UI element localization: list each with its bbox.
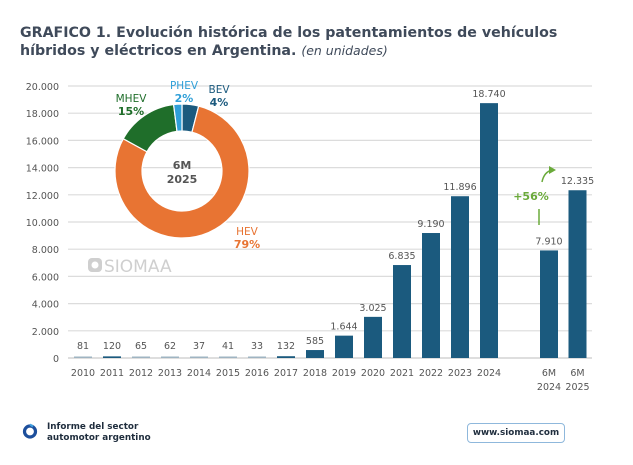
x-tick-label: 2021	[390, 368, 414, 379]
bar-value-label: 62	[164, 341, 176, 352]
bar-2020	[364, 316, 382, 358]
bar-chart: 0 2.000 4.000 6.000 8.000 10.000 12.000 14.000 1…	[26, 80, 594, 393]
siomaa-logo-icon	[22, 423, 38, 439]
x-tick-label: 2020	[361, 368, 385, 379]
bar-value-label: 37	[193, 341, 205, 352]
x-axis: 2010 2011 2012 2013 2014 2015 2016 2017 2018 2019…	[71, 368, 590, 393]
x-tick-label: 2024	[477, 368, 501, 379]
y-tick-label: 16.000	[26, 136, 59, 147]
bar-value-label: 120	[103, 341, 121, 352]
x-tick-label: 2012	[129, 368, 153, 379]
bar-2010	[74, 356, 92, 358]
donut-legend-phev: PHEV	[170, 80, 199, 92]
bar-2012	[132, 356, 150, 358]
donut-value-phev: 2%	[175, 92, 194, 105]
donut-legend-hev: HEV	[236, 226, 259, 238]
x-tick-label: 2011	[100, 368, 124, 379]
bar-2018	[306, 350, 324, 358]
bar-2017	[277, 356, 295, 358]
bar-2011	[103, 356, 121, 358]
x-tick-label: 2018	[303, 368, 327, 379]
donut-slice-hev	[114, 105, 250, 239]
footer-report-name: Informe del sector automotor argentino	[47, 422, 151, 444]
x-tick-label: 2017	[274, 368, 298, 379]
y-tick-label: 18.000	[26, 109, 59, 120]
x-tick-label: 2016	[245, 368, 269, 379]
bar-2013	[161, 356, 179, 358]
y-tick-label: 0	[53, 354, 59, 365]
chart-title-main: GRAFICO 1. Evolución histórica de los pa…	[20, 25, 558, 59]
donut-center-label: 2025	[167, 173, 198, 186]
bar-value-label: 65	[135, 341, 147, 352]
y-tick-label: 12.000	[26, 191, 59, 202]
donut-legend-mhev: MHEV	[116, 93, 148, 105]
footer-line-2: automotor argentino	[47, 433, 151, 443]
donut-center-label: 6M	[173, 159, 192, 172]
y-tick-label: 6.000	[32, 272, 59, 283]
donut-legend-bev: BEV	[208, 84, 230, 96]
website-link[interactable]: www.siomaa.com	[467, 423, 565, 443]
bar-value-label: 1.644	[330, 322, 357, 333]
y-tick-label: 2.000	[32, 327, 59, 338]
bar-2022	[422, 233, 440, 358]
bar-2019	[335, 335, 353, 358]
bar-2023	[451, 196, 469, 358]
bar-2024	[480, 103, 498, 358]
x-tick-label: 6M	[542, 368, 556, 379]
bar-value-label: 33	[251, 341, 263, 352]
bar-value-label: 12.335	[561, 176, 594, 187]
donut-slice-phev	[172, 103, 183, 132]
bar-2021	[393, 265, 411, 358]
chart-title-unit: (en unidades)	[301, 43, 388, 58]
y-tick-label: 14.000	[26, 164, 59, 175]
y-tick-label: 10.000	[26, 218, 59, 229]
growth-label: +56%	[513, 190, 549, 203]
bar-6m-2025	[568, 190, 587, 358]
bar-value-label: 11.896	[443, 182, 476, 193]
x-tick-label: 2025	[565, 382, 589, 393]
bar-value-label: 3.025	[359, 303, 386, 314]
bar-2016	[248, 356, 266, 358]
donut-value-mhev: 15%	[118, 105, 144, 118]
donut-value-bev: 4%	[210, 96, 229, 109]
bar-value-label: 9.190	[417, 219, 444, 230]
bar-value-label: 18.740	[472, 89, 505, 100]
footer-line-1: Informe del sector	[47, 422, 139, 432]
y-tick-label: 4.000	[32, 300, 59, 311]
y-tick-label: 20.000	[26, 82, 59, 93]
x-tick-label: 2015	[216, 368, 240, 379]
x-tick-label: 2010	[71, 368, 95, 379]
x-tick-label: 2013	[158, 368, 182, 379]
bar-value-label: 7.910	[535, 236, 562, 247]
growth-arrowhead-icon	[549, 166, 556, 174]
chart-title: GRAFICO 1. Evolución histórica de los pa…	[20, 24, 620, 60]
x-tick-label: 2022	[419, 368, 443, 379]
x-tick-label: 2024	[537, 382, 561, 393]
x-tick-label: 2023	[448, 368, 472, 379]
bar-6m-2024	[540, 250, 558, 358]
bar-2015	[219, 356, 237, 358]
bar-value-label: 132	[277, 341, 295, 352]
y-tick-label: 8.000	[32, 245, 59, 256]
siomaa-watermark: SIOMAA	[88, 257, 172, 277]
watermark-text: SIOMAA	[104, 257, 172, 277]
watermark-logo-icon	[91, 261, 99, 269]
donut-value-hev: 79%	[234, 238, 260, 251]
bar-value-label: 41	[222, 341, 234, 352]
x-tick-label: 6M	[570, 368, 584, 379]
bar-value-label: 81	[77, 341, 89, 352]
x-tick-label: 2019	[332, 368, 356, 379]
growth-annotation: +56%	[513, 166, 556, 225]
y-axis: 0 2.000 4.000 6.000 8.000 10.000 12.000 14.000 1…	[26, 82, 59, 365]
bar-value-label: 6.835	[388, 251, 415, 262]
bar-2014	[190, 356, 208, 358]
x-tick-label: 2014	[187, 368, 211, 379]
bar-value-label: 585	[306, 336, 324, 347]
